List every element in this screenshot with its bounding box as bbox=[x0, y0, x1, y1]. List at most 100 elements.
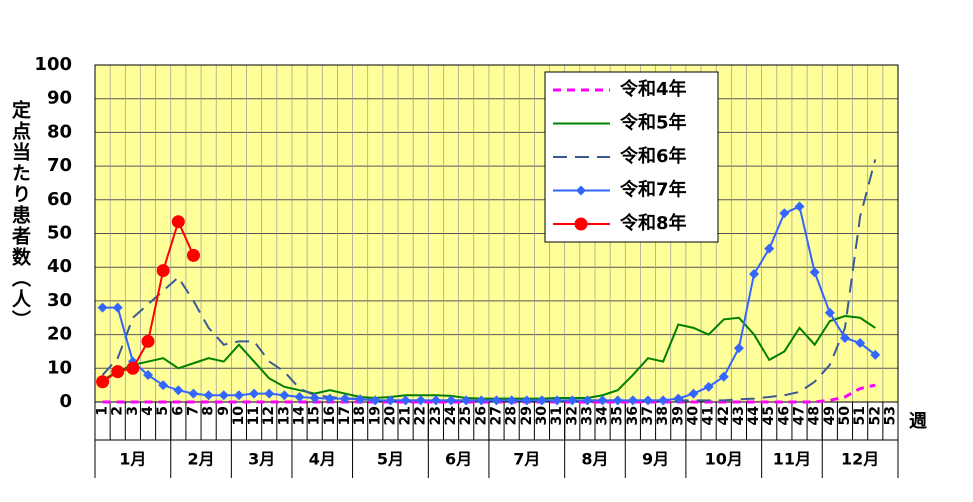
marker bbox=[582, 395, 593, 406]
x-tick-label: 33 bbox=[579, 406, 595, 425]
x-tick-label: 47 bbox=[792, 406, 808, 425]
x-tick-label: 31 bbox=[549, 406, 565, 425]
marker bbox=[186, 248, 200, 262]
x-tick-label: 40 bbox=[685, 406, 701, 426]
marker bbox=[415, 395, 426, 406]
month-label: 11月 bbox=[773, 450, 811, 469]
x-tick-label: 5 bbox=[155, 406, 171, 416]
x-tick-label: 9 bbox=[216, 406, 232, 416]
x-tick-label: 53 bbox=[882, 406, 898, 425]
marker bbox=[476, 395, 487, 406]
y-axis-title: 定点当たり患者数（人） bbox=[9, 100, 31, 331]
x-tick-label: 34 bbox=[595, 406, 611, 426]
marker bbox=[521, 395, 532, 406]
x-tick-label: 36 bbox=[625, 406, 641, 425]
legend-label: 令和5年 bbox=[619, 112, 687, 134]
x-tick-label: 2 bbox=[110, 406, 126, 416]
marker bbox=[158, 380, 169, 391]
marker bbox=[733, 343, 744, 354]
x-tick-label: 51 bbox=[852, 406, 868, 425]
marker bbox=[355, 394, 366, 405]
marker bbox=[764, 243, 775, 254]
x-tick-label: 23 bbox=[428, 406, 444, 425]
marker bbox=[673, 393, 684, 404]
marker bbox=[203, 390, 214, 401]
x-tick-label: 13 bbox=[276, 406, 292, 425]
x-tick-label: 11 bbox=[246, 406, 262, 425]
marker bbox=[173, 385, 184, 396]
marker bbox=[552, 395, 563, 406]
legend-marker bbox=[574, 217, 588, 231]
month-label: 7月 bbox=[513, 450, 540, 469]
x-tick-label: 50 bbox=[837, 406, 853, 426]
legend-label: 令和6年 bbox=[619, 145, 687, 167]
legend-label: 令和8年 bbox=[619, 212, 687, 234]
marker bbox=[718, 371, 729, 382]
marker bbox=[171, 215, 185, 229]
x-tick-label: 16 bbox=[322, 406, 338, 425]
marker bbox=[218, 390, 229, 401]
x-tick-label: 44 bbox=[746, 406, 762, 426]
marker bbox=[188, 388, 199, 399]
marker bbox=[536, 395, 547, 406]
x-tick-label: 37 bbox=[640, 406, 656, 425]
marker bbox=[339, 393, 350, 404]
x-tick-label: 49 bbox=[822, 406, 838, 425]
y-tick-label: 100 bbox=[34, 54, 72, 75]
marker bbox=[400, 395, 411, 406]
marker bbox=[112, 302, 123, 313]
x-tick-label: 25 bbox=[458, 406, 474, 425]
x-tick-label: 35 bbox=[610, 406, 626, 425]
marker bbox=[779, 208, 790, 219]
marker bbox=[461, 395, 472, 406]
marker bbox=[506, 395, 517, 406]
x-tick-label: 21 bbox=[398, 406, 414, 425]
x-tick-label: 42 bbox=[716, 406, 732, 425]
y-tick-label: 20 bbox=[47, 324, 72, 345]
y-tick-label: 50 bbox=[47, 223, 72, 244]
x-tick-label: 38 bbox=[655, 406, 671, 425]
month-label: 2月 bbox=[187, 450, 214, 469]
y-tick-label: 90 bbox=[47, 88, 72, 109]
y-tick-label: 0 bbox=[59, 391, 72, 412]
marker bbox=[309, 392, 320, 403]
marker bbox=[688, 388, 699, 399]
x-tick-label: 3 bbox=[125, 406, 141, 416]
month-label: 8月 bbox=[581, 450, 608, 469]
month-label: 9月 bbox=[642, 450, 669, 469]
marker bbox=[141, 334, 155, 348]
marker bbox=[658, 395, 669, 406]
y-tick-label: 30 bbox=[47, 290, 72, 311]
x-tick-label: 6 bbox=[170, 406, 186, 416]
y-tick-label: 70 bbox=[47, 155, 72, 176]
x-tick-label: 41 bbox=[701, 406, 717, 425]
x-tick-label: 20 bbox=[382, 406, 398, 426]
marker bbox=[233, 390, 244, 401]
x-tick-label: 27 bbox=[489, 406, 505, 425]
marker bbox=[370, 395, 381, 406]
marker bbox=[249, 388, 260, 399]
marker bbox=[324, 393, 335, 404]
marker bbox=[809, 267, 820, 278]
marker bbox=[703, 381, 714, 392]
x-tick-label: 18 bbox=[352, 406, 368, 425]
x-tick-label: 15 bbox=[307, 406, 323, 425]
x-tick-label: 30 bbox=[534, 406, 550, 426]
marker bbox=[430, 395, 441, 406]
x-tick-label: 14 bbox=[292, 406, 308, 426]
x-tick-label: 28 bbox=[504, 406, 520, 425]
x-tick-label: 52 bbox=[867, 406, 883, 425]
x-tick-label: 45 bbox=[761, 406, 777, 425]
marker bbox=[839, 332, 850, 343]
marker bbox=[294, 391, 305, 402]
series-line bbox=[102, 205, 876, 402]
month-label: 10月 bbox=[705, 450, 743, 469]
month-label: 6月 bbox=[445, 450, 472, 469]
x-tick-label: 8 bbox=[201, 406, 217, 416]
x-tick-label: 1 bbox=[95, 406, 111, 416]
x-tick-label: 32 bbox=[564, 406, 580, 425]
month-label: 3月 bbox=[248, 450, 275, 469]
marker bbox=[794, 201, 805, 212]
x-tick-label: 46 bbox=[776, 406, 792, 425]
